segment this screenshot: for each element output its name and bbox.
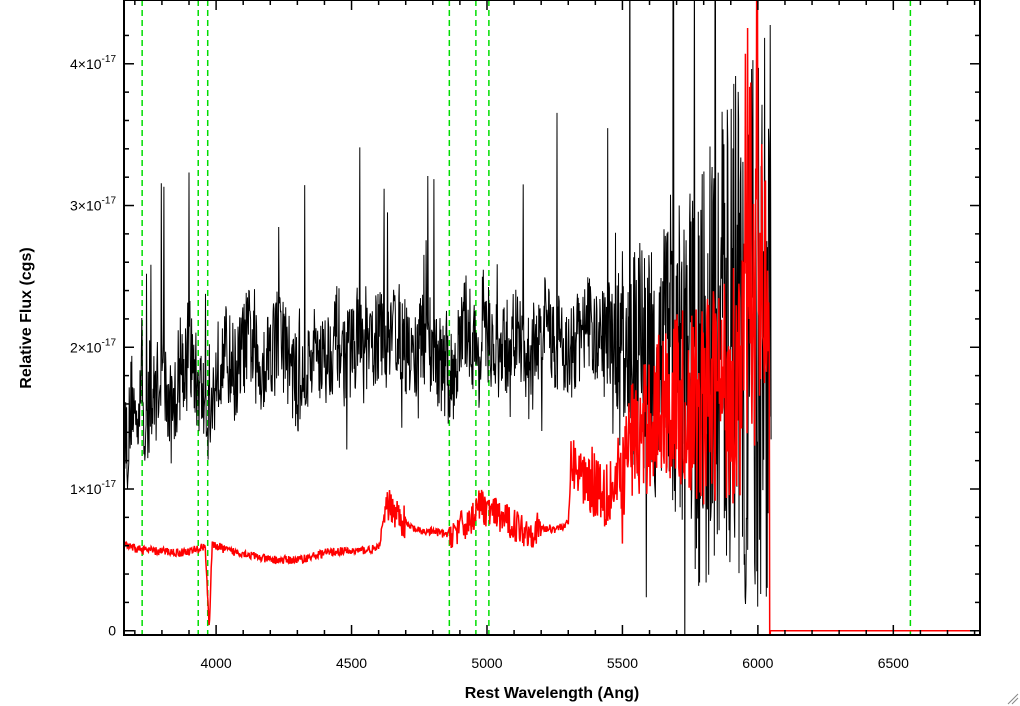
reference-lines xyxy=(141,0,912,635)
model-spectrum-line xyxy=(124,0,980,635)
plot-frame xyxy=(123,0,981,636)
resize-grip-icon xyxy=(1007,693,1019,705)
x-tick-label: 5000 xyxy=(471,655,502,671)
x-axis: 4000 4500 5000 5500 6000 6500 xyxy=(134,0,976,671)
x-tick-label: 5500 xyxy=(607,655,638,671)
y-axis-title: Relative Flux (cgs) xyxy=(18,247,35,388)
y-tick-label: 0 xyxy=(108,623,116,639)
y-tick-label: 2×10-17 xyxy=(70,337,116,355)
y-axis: 0 1×10-17 2×10-17 3×10-17 4×10-17 xyxy=(70,34,980,639)
x-tick-label: 6000 xyxy=(742,655,773,671)
x-axis-title: Rest Wavelength (Ang) xyxy=(465,685,640,702)
series-layer xyxy=(124,0,980,635)
x-tick-label: 6500 xyxy=(878,655,909,671)
x-tick-label: 4000 xyxy=(201,655,232,671)
x-tick-label: 4500 xyxy=(336,655,367,671)
y-tick-label: 1×10-17 xyxy=(70,479,116,497)
y-tick-label: 4×10-17 xyxy=(70,54,116,72)
y-tick-label: 3×10-17 xyxy=(70,196,116,214)
